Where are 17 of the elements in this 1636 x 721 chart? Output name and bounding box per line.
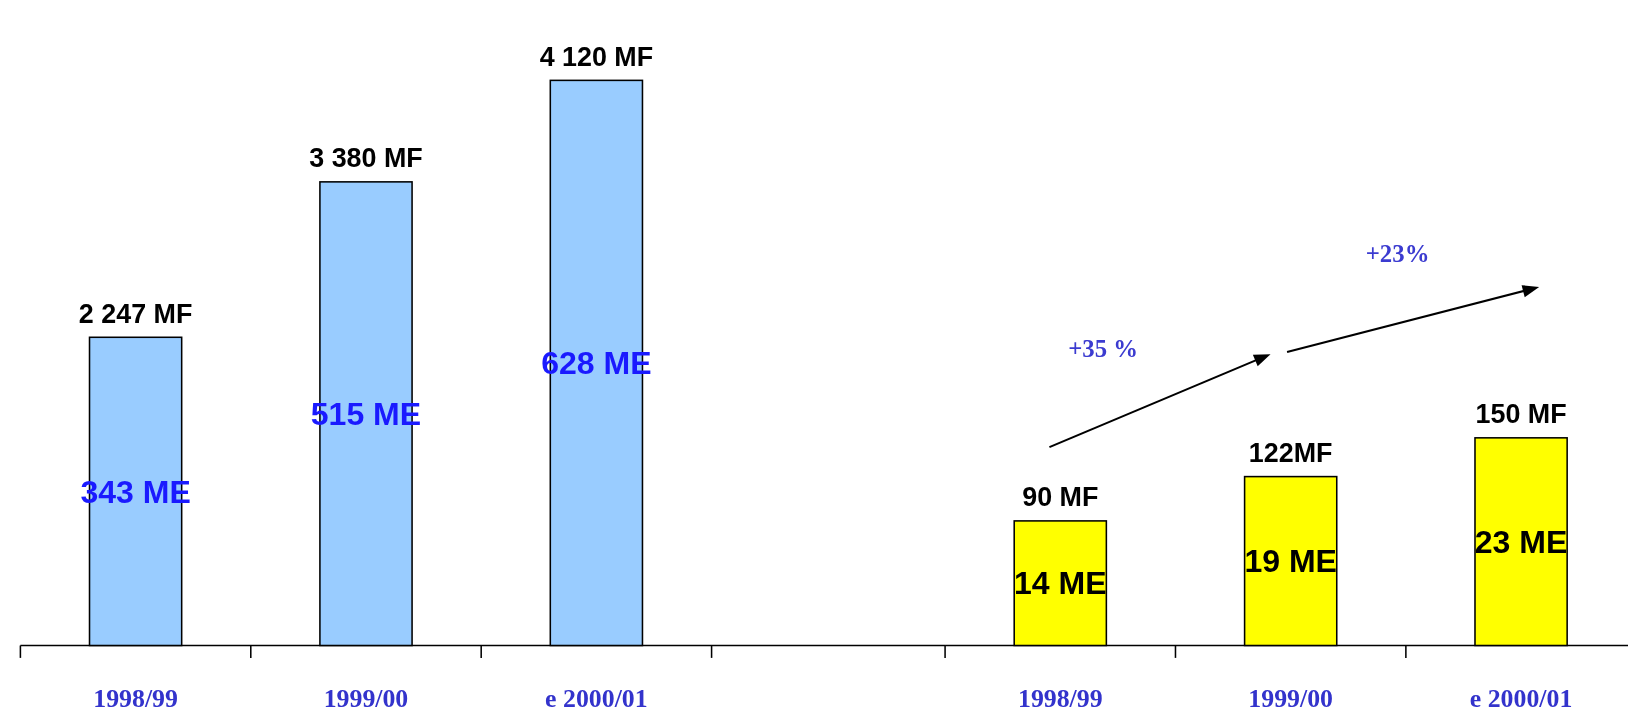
x-tick-label: 1998/99 — [1017, 684, 1103, 714]
data-label: 3 380 MF — [309, 143, 423, 174]
annotation: 14 ME — [1014, 565, 1107, 602]
x-tick-label: 1999/00 — [1248, 684, 1333, 714]
data-label: 2 247 MF — [78, 298, 193, 329]
text: +23% — [1365, 240, 1430, 268]
data-label: 90 MF — [1022, 482, 1099, 513]
data-label: 4 120 MF — [539, 41, 654, 72]
x-tick-label: 1999/00 — [323, 684, 409, 714]
x-tick-label: e 2000/01 — [1469, 684, 1573, 714]
data-label: 150 MF — [1475, 399, 1567, 430]
data-label: 122MF — [1248, 438, 1333, 469]
annotation: 23 ME — [1474, 523, 1568, 560]
x-tick-label: e 2000/01 — [545, 684, 648, 714]
x-tick-label: 1998/99 — [93, 684, 178, 714]
text: +35 % — [1068, 335, 1139, 363]
annotation: 19 ME — [1244, 543, 1337, 580]
